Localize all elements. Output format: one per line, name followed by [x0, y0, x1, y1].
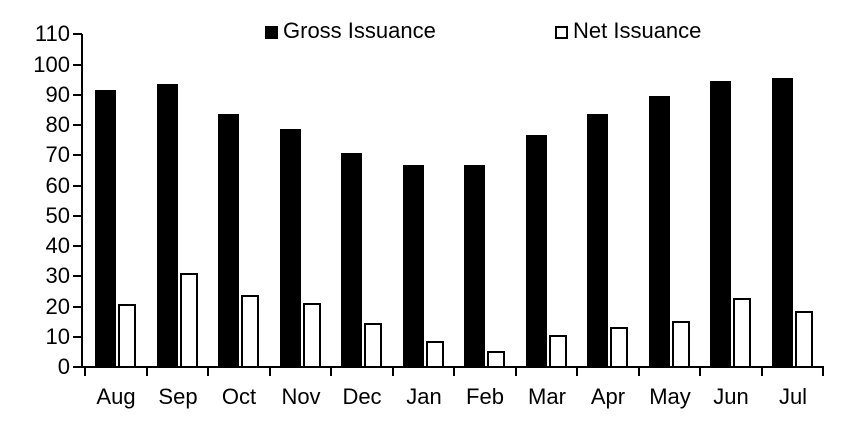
y-axis-tick — [73, 275, 82, 277]
x-axis-category-label: Sep — [158, 384, 198, 409]
y-axis-tick-label: 60 — [45, 173, 70, 198]
gross-issuance-legend-swatch-icon — [265, 26, 278, 39]
x-axis-category-label: Mar — [528, 384, 566, 409]
y-axis-tick — [73, 94, 82, 96]
x-axis-tick — [515, 367, 517, 376]
x-axis-tick — [84, 367, 86, 376]
x-axis-tick — [699, 367, 701, 376]
y-axis-tick — [73, 245, 82, 247]
y-axis-tick-label: 70 — [45, 142, 70, 167]
net-issuance-bar — [426, 341, 444, 368]
gross-issuance-bar — [710, 81, 731, 368]
gross-issuance-bar — [403, 165, 424, 368]
net-issuance-bar — [610, 327, 628, 368]
net-issuance-bar — [795, 311, 813, 368]
net-issuance-bar — [364, 323, 382, 368]
x-axis-category-label: Aug — [96, 384, 136, 409]
net-issuance-bar — [118, 304, 136, 368]
x-axis-tick — [576, 367, 578, 376]
x-axis-tick — [330, 367, 332, 376]
x-axis-tick — [822, 367, 824, 376]
gross-issuance-bar — [157, 84, 178, 368]
net-issuance-bar — [180, 273, 198, 368]
y-axis-tick — [73, 185, 82, 187]
x-axis-category-label: Jul — [778, 384, 808, 409]
y-axis-tick-label: 100 — [33, 52, 70, 77]
y-axis-tick — [73, 306, 82, 308]
y-axis-tick-label: 40 — [45, 233, 70, 258]
x-axis-tick — [146, 367, 148, 376]
y-axis-tick-label: 20 — [45, 294, 70, 319]
y-axis-tick — [73, 64, 82, 66]
x-axis-tick — [269, 367, 271, 376]
x-axis-category-label: Dec — [342, 384, 382, 409]
net-issuance-legend-swatch-icon — [555, 26, 568, 39]
x-axis-category-label: Feb — [466, 384, 504, 409]
net-issuance-bar — [672, 321, 690, 368]
gross-issuance-bar — [280, 129, 301, 368]
net-issuance-bar — [303, 303, 321, 368]
y-axis-tick-label: 0 — [57, 354, 70, 379]
gross-issuance-bar — [772, 78, 793, 368]
net-issuance-bar — [241, 295, 259, 368]
y-axis-tick — [73, 124, 82, 126]
y-axis-tick-label: 110 — [34, 21, 70, 46]
y-axis-tick-label: 30 — [45, 263, 70, 288]
x-axis-category-label: Jan — [406, 384, 442, 409]
net-issuance-bar — [549, 335, 567, 368]
gross-issuance-bar — [464, 165, 485, 368]
x-axis-tick — [392, 367, 394, 376]
x-axis-category-label: May — [649, 384, 691, 409]
y-axis-tick — [73, 336, 82, 338]
net-issuance-legend-label: Net Issuance — [573, 18, 702, 43]
gross-issuance-bar — [341, 153, 362, 368]
gross-issuance-legend-label: Gross Issuance — [283, 18, 436, 43]
gross-issuance-bar — [95, 90, 116, 368]
gross-issuance-bar — [526, 135, 547, 368]
x-axis-line — [81, 366, 824, 368]
net-issuance-bar — [733, 298, 751, 368]
x-axis-category-label: Nov — [281, 384, 321, 409]
y-axis-tick — [73, 154, 82, 156]
x-axis-category-label: Apr — [590, 384, 626, 409]
y-axis-tick-label: 50 — [45, 203, 70, 228]
y-axis-tick — [73, 366, 82, 368]
y-axis-tick-label: 90 — [45, 82, 70, 107]
x-axis-tick — [207, 367, 209, 376]
net-issuance-bar — [487, 351, 505, 368]
gross-issuance-bar — [218, 114, 239, 368]
x-axis-tick — [761, 367, 763, 376]
y-axis-tick-label: 80 — [45, 112, 70, 137]
y-axis-line — [81, 34, 83, 368]
gross-issuance-bar — [649, 96, 670, 368]
x-axis-tick — [638, 367, 640, 376]
y-axis-tick — [73, 33, 82, 35]
y-axis-tick-label: 10 — [45, 324, 70, 349]
x-axis-tick — [453, 367, 455, 376]
gross-issuance-bar — [587, 114, 608, 368]
y-axis-tick — [73, 215, 82, 217]
x-axis-category-label: Oct — [221, 384, 257, 409]
x-axis-category-label: Jun — [713, 384, 749, 409]
